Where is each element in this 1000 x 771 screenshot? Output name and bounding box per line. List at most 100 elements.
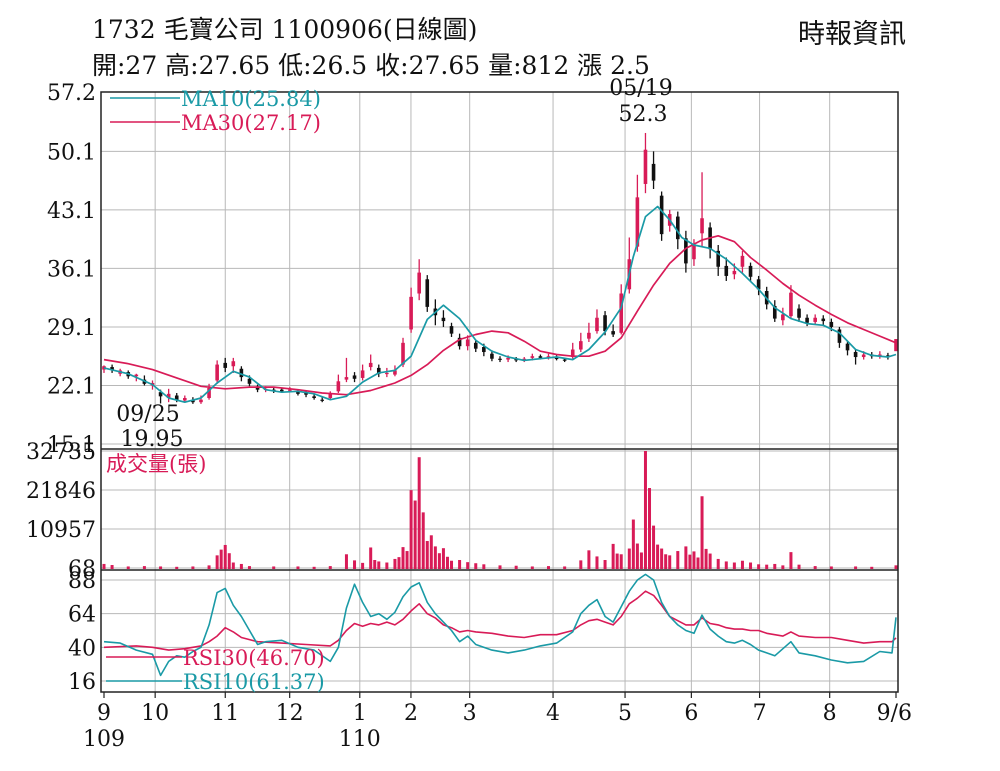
candle-body — [207, 387, 211, 399]
volume-legend-label: 成交量(張) — [106, 452, 206, 476]
volume-bar — [227, 553, 231, 569]
volume-bar — [648, 488, 652, 569]
volume-bar — [142, 566, 146, 569]
candle-body — [457, 337, 462, 347]
candle-body — [312, 396, 316, 399]
candle-body — [506, 357, 510, 360]
candle-body — [304, 392, 308, 395]
candle-body — [417, 272, 421, 294]
candle-body — [579, 341, 583, 350]
volume-bar — [700, 496, 704, 569]
candle-body — [643, 149, 648, 184]
volume-bar — [684, 546, 688, 569]
volume-bar — [312, 566, 316, 569]
volume-bar — [385, 562, 389, 569]
volume-bar — [223, 544, 227, 569]
ma10-line — [103, 205, 897, 404]
volume-bar — [894, 565, 898, 569]
candle-body — [385, 372, 389, 375]
candle-body — [473, 342, 478, 349]
x-tick-label: 3 — [463, 701, 477, 726]
candle-body — [570, 349, 575, 358]
volume-bar — [191, 566, 195, 569]
candle-body — [328, 392, 333, 399]
x-tick-label: 1 — [353, 701, 367, 726]
volume-bar — [708, 553, 712, 569]
candle-body — [215, 364, 219, 381]
volume-bar — [328, 566, 332, 569]
price-y-tick-label: 22.1 — [47, 374, 96, 399]
volume-bar — [563, 566, 567, 569]
volume-bar — [231, 562, 235, 569]
chart-title: 1732 毛寶公司 1100906(日線圖) — [92, 15, 478, 44]
rsi-panel — [103, 573, 897, 677]
candle-body — [482, 347, 486, 353]
candle-body — [231, 361, 236, 367]
candle-body — [223, 362, 228, 368]
volume-bar — [635, 543, 639, 569]
volume-bar — [272, 566, 276, 569]
volume-bar — [159, 566, 163, 569]
volume-bar — [668, 555, 672, 569]
volume-bar — [603, 560, 607, 569]
candle-body — [320, 399, 325, 401]
x-year-label: 110 — [339, 727, 381, 752]
volume-bar — [429, 535, 433, 569]
volume-bar — [450, 560, 454, 569]
price-y-tick-label: 29.1 — [47, 316, 96, 341]
high-date-annotation: 05/19 — [609, 76, 672, 101]
x-tick-label: 4 — [546, 701, 560, 726]
candle-body — [255, 386, 260, 390]
volume-bar — [740, 560, 744, 569]
candle-body — [716, 250, 721, 267]
volume-bar — [546, 566, 550, 569]
volume-bar — [405, 551, 409, 569]
candle-body — [603, 315, 607, 332]
candle-body — [756, 279, 761, 290]
volume-bar — [239, 563, 243, 569]
x-tick-label: 10 — [141, 701, 169, 726]
volume-bar — [215, 555, 219, 569]
x-year-label: 109 — [83, 727, 125, 752]
volume-bar — [373, 560, 377, 569]
volume-bar — [749, 562, 753, 569]
candle-body — [635, 197, 640, 247]
candle-body — [279, 389, 284, 392]
candle-body — [498, 358, 502, 360]
candle-body — [611, 331, 615, 335]
candle-body — [376, 367, 381, 374]
candle-body — [425, 279, 430, 307]
volume-bar — [207, 565, 211, 569]
volume-y-tick-label: 32735 — [26, 440, 96, 465]
x-tick-label: 5 — [618, 701, 632, 726]
grid-lines — [101, 91, 898, 692]
candle-body — [772, 306, 777, 319]
volume-bar — [458, 560, 462, 569]
candle-body — [684, 238, 688, 264]
volume-bar — [175, 566, 179, 569]
volume-bar — [369, 547, 373, 569]
volume-bar — [619, 554, 623, 569]
volume-bar — [587, 550, 591, 569]
volume-bar — [409, 490, 413, 569]
volume-bar — [696, 557, 700, 569]
volume-bar — [854, 566, 858, 569]
volume-bar — [829, 566, 833, 569]
volume-bar — [631, 519, 635, 569]
volume-bar — [514, 565, 518, 569]
volume-bar — [401, 547, 405, 569]
volume-bar — [716, 558, 720, 569]
candle-body — [352, 375, 357, 379]
x-tick-label: 11 — [211, 701, 239, 726]
volume-bar — [724, 561, 728, 569]
source-label: 時報資訊 — [798, 19, 906, 50]
volume-bar — [219, 549, 223, 569]
volume-bar — [417, 457, 421, 569]
candle-body — [134, 374, 139, 377]
candle-body — [166, 393, 171, 399]
candle-body — [288, 389, 292, 391]
volume-bar — [110, 565, 114, 569]
volume-bar — [870, 566, 874, 569]
candle-body — [191, 400, 195, 403]
ohlc-summary: 開:27 高:27.65 低:26.5 收:27.65 量:812 漲 2.5 — [92, 51, 650, 80]
